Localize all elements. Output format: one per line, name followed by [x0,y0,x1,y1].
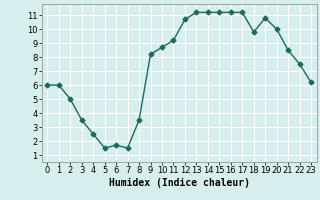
X-axis label: Humidex (Indice chaleur): Humidex (Indice chaleur) [109,178,250,188]
